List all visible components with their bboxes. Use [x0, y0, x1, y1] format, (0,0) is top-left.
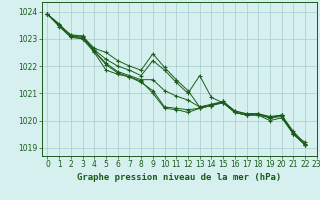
X-axis label: Graphe pression niveau de la mer (hPa): Graphe pression niveau de la mer (hPa) — [77, 173, 281, 182]
